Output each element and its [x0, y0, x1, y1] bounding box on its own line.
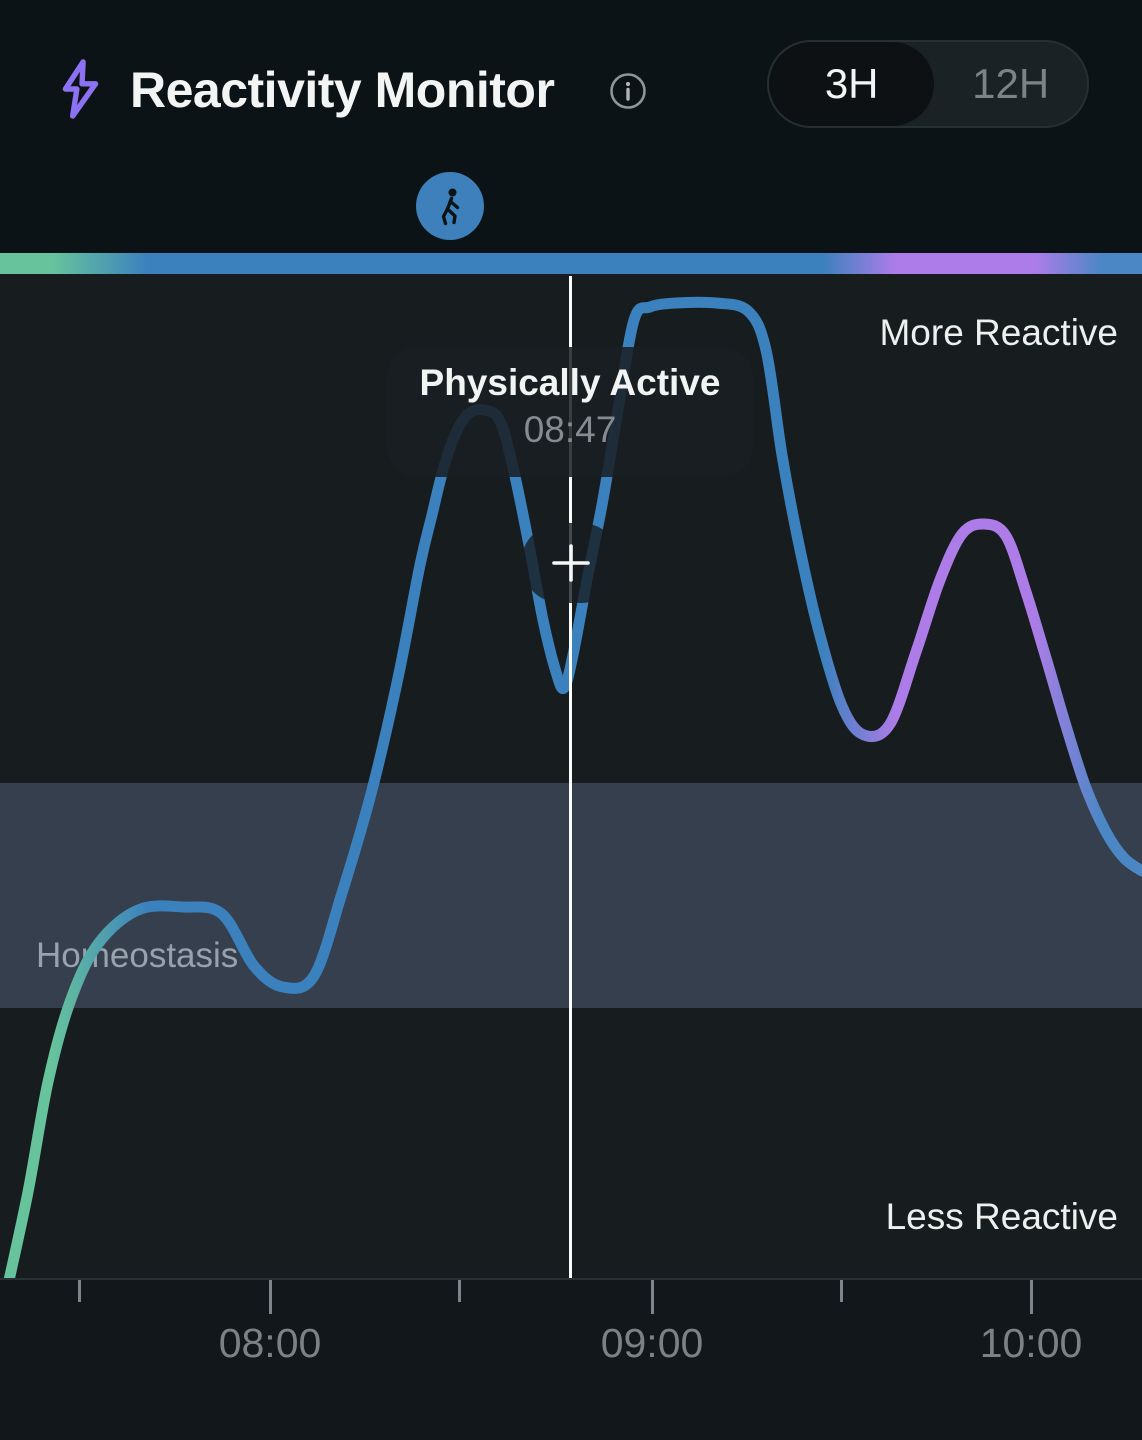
- axis-major-tick: [651, 1280, 654, 1314]
- axis-tick-label: 09:00: [600, 1320, 704, 1366]
- more-reactive-label: More Reactive: [879, 312, 1118, 353]
- lightning-bolt-icon: [62, 59, 99, 119]
- time-gradient-bar: [0, 253, 1142, 274]
- event-tooltip-time: 08:47: [523, 409, 617, 450]
- plus-icon: [552, 544, 590, 582]
- axis-major-tick: [1030, 1280, 1033, 1314]
- walking-activity-marker[interactable]: [416, 172, 484, 240]
- walking-person-icon: [441, 188, 460, 226]
- event-tooltip-title: Physically Active: [419, 362, 721, 403]
- time-cursor-line[interactable]: [569, 276, 572, 1278]
- axis-minor-tick: [840, 1280, 843, 1302]
- x-axis: 08:00 09:00 10:00: [0, 1278, 1142, 1440]
- homeostasis-label: Homeostasis: [36, 936, 239, 975]
- axis-minor-tick: [78, 1280, 81, 1302]
- header: Reactivity Monitor 3H 12H: [0, 0, 1142, 253]
- axis-major-tick: [269, 1280, 272, 1314]
- page-title: Reactivity Monitor: [130, 62, 555, 118]
- event-tooltip: Physically Active 08:47: [387, 347, 753, 477]
- time-range-toggle[interactable]: 3H 12H: [767, 40, 1089, 128]
- add-marker-button[interactable]: [521, 523, 621, 603]
- axis-minor-tick: [458, 1280, 461, 1302]
- less-reactive-label: Less Reactive: [885, 1196, 1118, 1237]
- toggle-option-3h[interactable]: 3H: [769, 42, 935, 126]
- axis-tick-label: 08:00: [218, 1320, 322, 1366]
- toggle-option-12h[interactable]: 12H: [972, 60, 1050, 107]
- info-icon[interactable]: [608, 71, 648, 111]
- axis-tick-label: 10:00: [979, 1320, 1083, 1366]
